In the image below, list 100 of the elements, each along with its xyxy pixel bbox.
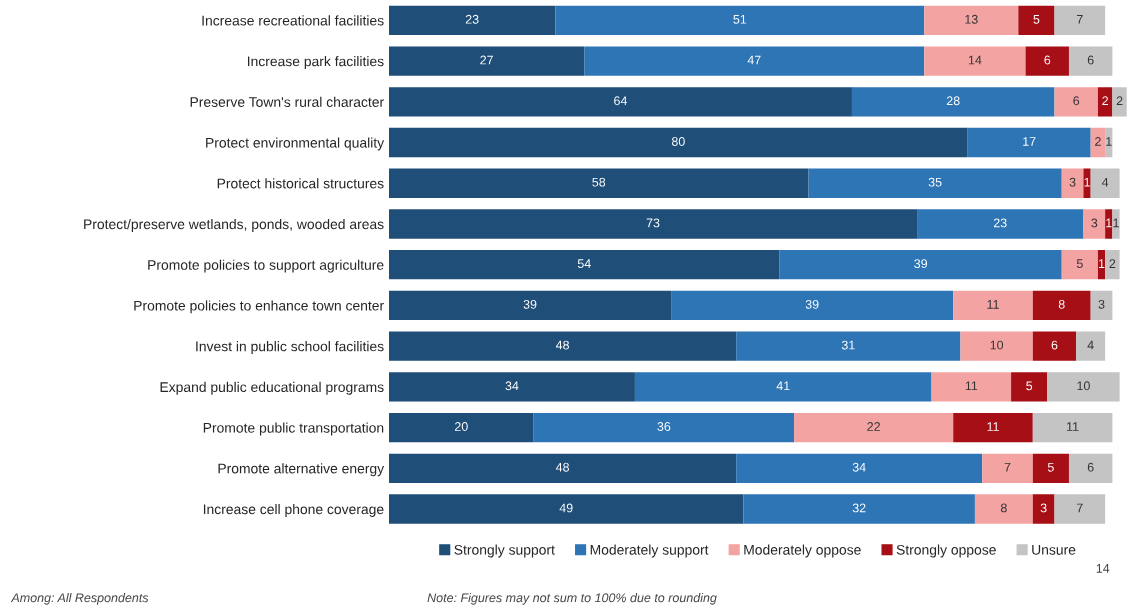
text: Among: All Respondents (10, 593, 149, 605)
data-label: 11 (987, 300, 999, 309)
data-label: 3 (1040, 503, 1047, 513)
bar (388, 494, 744, 524)
data-label: 58 (592, 177, 606, 187)
y-tick-label: Promote policies to support agriculture (148, 259, 384, 273)
data-label: 2 (1116, 96, 1123, 106)
data-label: 4 (1101, 177, 1109, 187)
bar (1032, 331, 1077, 361)
data-label: 5 (1047, 462, 1054, 472)
data-label: 4 (1087, 340, 1094, 350)
bar (736, 453, 983, 483)
bar (808, 168, 1062, 198)
data-label: 6 (1044, 55, 1051, 65)
bar (924, 5, 1019, 36)
data-label: 11 (965, 381, 978, 391)
bar (1061, 168, 1084, 198)
data-label: 2 (1109, 259, 1116, 268)
bar (388, 87, 852, 117)
bar (388, 290, 672, 321)
bar (1112, 209, 1120, 239)
data-label: 36 (657, 422, 671, 431)
data-label: 2 (1102, 96, 1108, 106)
bar (1054, 494, 1106, 524)
bar (1025, 46, 1069, 76)
data-label: 28 (946, 96, 960, 106)
bar (1105, 250, 1120, 280)
data-label: 51 (733, 14, 747, 24)
data-label: 64 (614, 96, 628, 106)
data-label: 3 (1069, 177, 1076, 187)
bar (794, 412, 954, 443)
data-label: 23 (993, 218, 1007, 228)
bar (736, 331, 961, 361)
data-label: 49 (559, 503, 573, 513)
data-label: 41 (776, 381, 790, 391)
bar (1112, 87, 1127, 117)
y-tick-label: Protect environmental quality (206, 137, 385, 151)
bar (1032, 412, 1113, 443)
bar (1032, 453, 1069, 483)
bar (388, 46, 585, 76)
text: Note: Figures may not sum to 100% due to rounding (427, 593, 717, 605)
y-tick-label: Expand public educational programs (160, 381, 384, 395)
y-tick-label: Increase recreational facilities (202, 15, 384, 26)
y-tick-label: Increase park facilities (247, 56, 384, 69)
data-label: 34 (505, 381, 519, 391)
y-tick-label: Promote alternative energy (218, 463, 385, 477)
legend-label: Strongly oppose (896, 544, 996, 558)
y-tick-label: Protect historical structures (217, 178, 384, 189)
bar (388, 372, 635, 402)
data-label: 6 (1087, 462, 1094, 472)
legend-label: Unsure (1032, 545, 1076, 555)
bar (388, 412, 534, 443)
y-tick-label: Invest in public school facilities (196, 341, 384, 355)
bar (388, 453, 737, 483)
data-label: 35 (928, 177, 942, 187)
bar (1011, 372, 1048, 402)
bar (953, 412, 1033, 443)
data-label: 13 (965, 14, 978, 24)
bar (388, 331, 737, 361)
data-label: 5 (1033, 14, 1040, 24)
text: 14 (1096, 564, 1110, 573)
data-label: 73 (646, 218, 660, 228)
data-label: 7 (1076, 14, 1083, 24)
bar (1054, 5, 1106, 36)
bar (1090, 168, 1120, 198)
bar (1047, 372, 1120, 402)
bar (1054, 87, 1098, 117)
data-label: 6 (1087, 55, 1094, 65)
y-tick-label: Preserve Town's rural character (190, 96, 384, 107)
data-label: 39 (805, 299, 819, 309)
data-label: 8 (1058, 299, 1065, 309)
data-label: 47 (747, 55, 761, 65)
data-label: 11 (987, 422, 999, 431)
data-label: 39 (914, 259, 928, 269)
bar (388, 5, 556, 36)
bar (960, 331, 1033, 361)
data-label: 80 (671, 137, 685, 146)
bar (584, 46, 925, 76)
data-label: 10 (990, 340, 1004, 350)
bar (1068, 453, 1113, 483)
bar (1083, 168, 1091, 198)
data-label: 14 (968, 55, 982, 65)
bar (1018, 5, 1055, 36)
bar (388, 168, 809, 198)
y-tick-label: Protect/preserve wetlands, ponds, wooded areas (84, 218, 384, 232)
data-label: 1 (1113, 218, 1119, 228)
bar (931, 372, 1012, 402)
bar (1097, 87, 1113, 117)
data-label: 17 (1023, 137, 1036, 146)
data-label: 32 (852, 503, 866, 513)
data-label: 31 (841, 340, 855, 350)
data-label: 7 (1076, 503, 1083, 513)
data-label: 5 (1026, 381, 1033, 391)
bar (671, 290, 954, 321)
bar (1032, 494, 1055, 524)
bar (533, 412, 795, 443)
legend-label: Strongly support (454, 544, 555, 558)
data-label: 22 (867, 422, 880, 431)
bar (1076, 331, 1106, 361)
bar (924, 46, 1026, 76)
